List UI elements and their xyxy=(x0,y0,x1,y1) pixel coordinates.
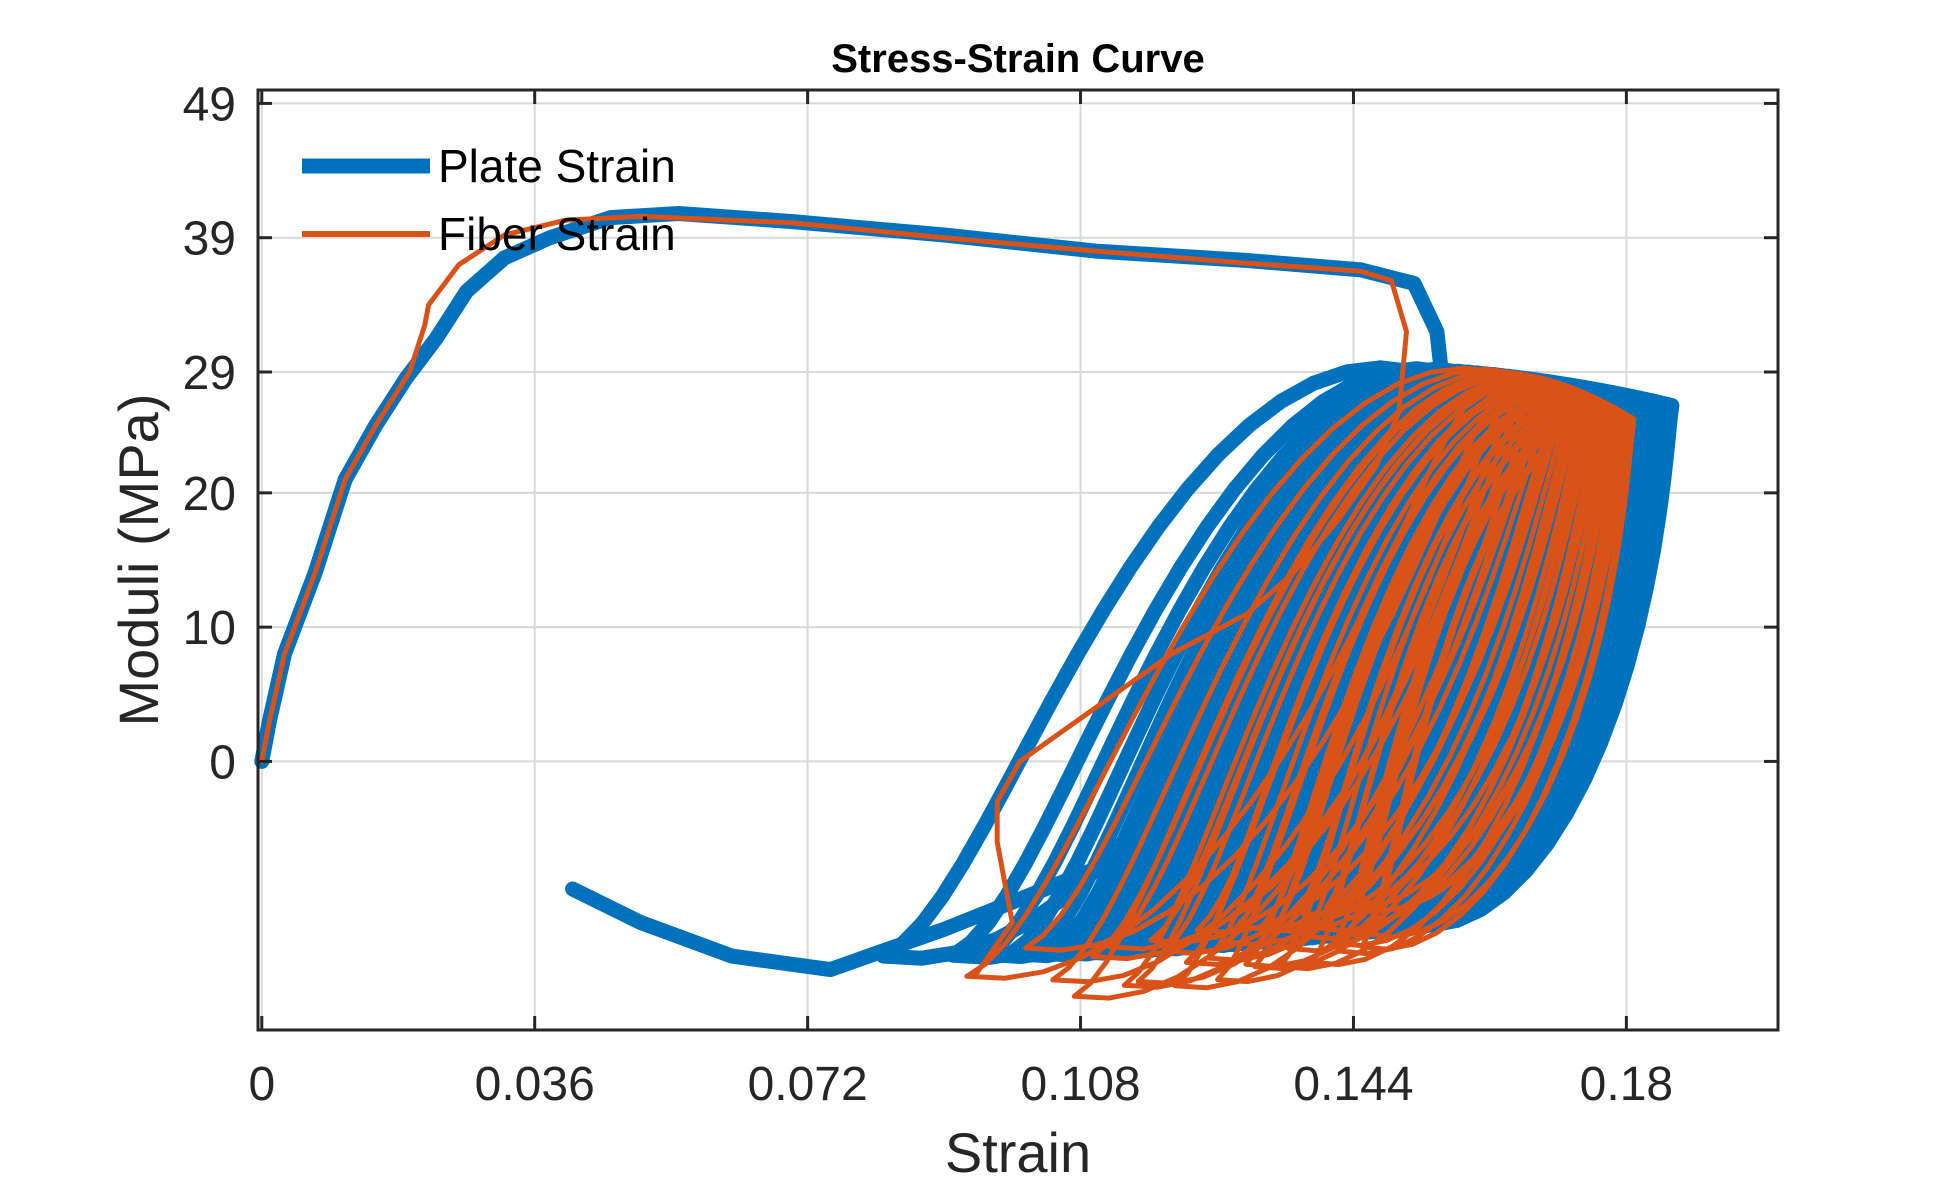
x-tick-label: 0.108 xyxy=(1020,1058,1140,1111)
x-tick-label: 0.036 xyxy=(475,1058,595,1111)
plot-area xyxy=(254,206,1680,1001)
cycle-loop xyxy=(1366,411,1637,940)
y-axis-label: Moduli (MPa) xyxy=(107,394,170,727)
x-tick-label: 0 xyxy=(248,1058,275,1111)
series-1 xyxy=(259,213,1637,1001)
axes-box xyxy=(256,88,1780,1032)
chart-title: Stress-Strain Curve xyxy=(831,37,1204,81)
y-tick-label: 10 xyxy=(183,602,236,655)
x-tick-label: 0.072 xyxy=(748,1058,868,1111)
y-tick-label: 0 xyxy=(209,736,236,789)
y-tick-label: 39 xyxy=(183,213,236,266)
legend-entry: Fiber Strain xyxy=(438,208,676,260)
x-tick-label: 0.18 xyxy=(1580,1058,1673,1111)
y-tick-label: 29 xyxy=(183,347,236,400)
y-tick-label: 20 xyxy=(183,468,236,521)
x-axis-label: Strain xyxy=(945,1121,1091,1184)
series-line xyxy=(259,213,1409,979)
legend-entry: Plate Strain xyxy=(438,140,676,192)
y-tick-label: 49 xyxy=(183,78,236,131)
axis-ticks: 0 0.036 0.072 0.108 0.144 0.18 0 10 20 29 39 49 xyxy=(183,78,1778,1111)
x-tick-label: 0.144 xyxy=(1293,1058,1413,1111)
legend: Plate Strain Fiber Strain xyxy=(302,140,676,260)
